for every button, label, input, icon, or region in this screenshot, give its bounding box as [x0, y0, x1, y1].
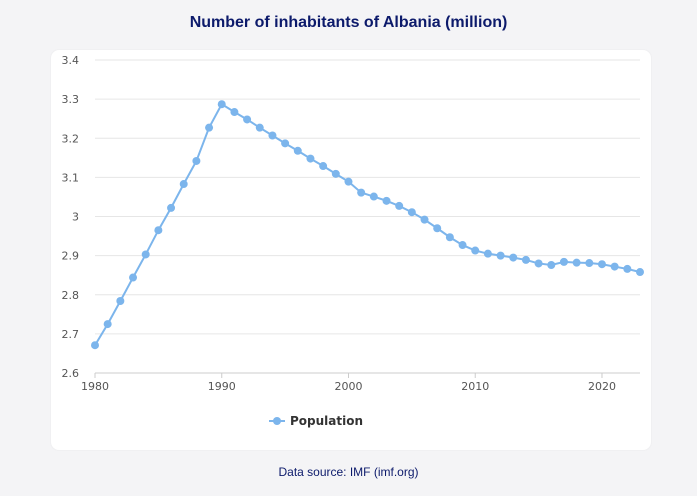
- y-tick-label: 3.4: [62, 54, 80, 67]
- x-tick-label: 2010: [461, 380, 489, 393]
- y-tick-label: 3.1: [62, 171, 80, 184]
- data-point[interactable]: [116, 297, 125, 306]
- data-point[interactable]: [382, 196, 391, 205]
- data-point[interactable]: [268, 131, 277, 140]
- y-tick-label: 2.9: [62, 250, 80, 263]
- data-point[interactable]: [521, 255, 530, 264]
- data-point[interactable]: [319, 162, 328, 171]
- x-tick-label: 1990: [208, 380, 236, 393]
- data-point[interactable]: [458, 241, 467, 250]
- series-population: [91, 100, 644, 350]
- data-point[interactable]: [103, 320, 112, 329]
- y-tick-label: 2.8: [62, 289, 80, 302]
- data-point[interactable]: [585, 259, 594, 268]
- data-point[interactable]: [420, 215, 429, 224]
- data-point[interactable]: [610, 262, 619, 271]
- data-point[interactable]: [293, 146, 302, 155]
- data-point[interactable]: [496, 251, 505, 260]
- data-point[interactable]: [483, 249, 492, 258]
- chart-card: 2.6 2.7 2.8 2.9 3 3.1 3.2 3.3 3.4 1980 1990 2000 20…: [51, 50, 651, 450]
- data-point[interactable]: [636, 268, 644, 277]
- data-point[interactable]: [534, 259, 543, 268]
- data-point[interactable]: [547, 261, 556, 270]
- data-point[interactable]: [331, 169, 340, 178]
- data-point[interactable]: [559, 257, 568, 266]
- data-point[interactable]: [623, 264, 632, 273]
- data-point[interactable]: [357, 188, 366, 197]
- data-point[interactable]: [445, 233, 454, 242]
- data-point[interactable]: [167, 203, 176, 212]
- data-point[interactable]: [306, 154, 315, 163]
- chart-title: Number of inhabitants of Albania (millio…: [189, 14, 508, 31]
- data-point[interactable]: [395, 201, 404, 210]
- data-point[interactable]: [471, 246, 480, 255]
- data-point[interactable]: [255, 123, 264, 132]
- y-tick-label: 2.6: [62, 367, 80, 380]
- x-tick-label: 2000: [334, 380, 362, 393]
- data-point[interactable]: [597, 260, 606, 269]
- data-point[interactable]: [205, 123, 214, 132]
- data-point[interactable]: [407, 208, 416, 217]
- data-point[interactable]: [572, 258, 581, 267]
- legend-marker: [273, 417, 281, 425]
- y-tick-label: 3.3: [62, 93, 80, 106]
- legend[interactable]: Population: [269, 414, 363, 428]
- y-tick-label: 3.2: [62, 132, 80, 145]
- data-point[interactable]: [344, 177, 353, 186]
- x-axis: 1980 1990 2000 2010 2020: [81, 372, 640, 393]
- data-point[interactable]: [509, 253, 518, 262]
- data-point[interactable]: [91, 341, 99, 350]
- series-line: [94, 102, 641, 346]
- data-point[interactable]: [281, 139, 290, 148]
- data-point[interactable]: [154, 226, 163, 235]
- data-point[interactable]: [192, 156, 201, 165]
- x-tick-label: 1980: [81, 380, 109, 393]
- grid-lines: [95, 59, 640, 374]
- data-point[interactable]: [369, 192, 378, 201]
- data-point[interactable]: [129, 273, 138, 282]
- data-point[interactable]: [179, 180, 188, 189]
- data-source: Data source: IMF (imf.org): [278, 465, 419, 479]
- data-point[interactable]: [433, 224, 442, 233]
- data-point[interactable]: [243, 115, 252, 124]
- data-point[interactable]: [230, 108, 239, 117]
- data-point[interactable]: [141, 250, 150, 259]
- y-axis-ticks: 2.6 2.7 2.8 2.9 3 3.1 3.2 3.3 3.4: [62, 54, 80, 380]
- data-point[interactable]: [217, 100, 226, 109]
- line-chart: 2.6 2.7 2.8 2.9 3 3.1 3.2 3.3 3.4 1980 1990 2000 20…: [62, 54, 644, 428]
- x-tick-label: 2020: [588, 380, 616, 393]
- legend-label[interactable]: Population: [290, 414, 363, 428]
- y-tick-label: 3: [72, 211, 79, 224]
- y-tick-label: 2.7: [62, 328, 80, 341]
